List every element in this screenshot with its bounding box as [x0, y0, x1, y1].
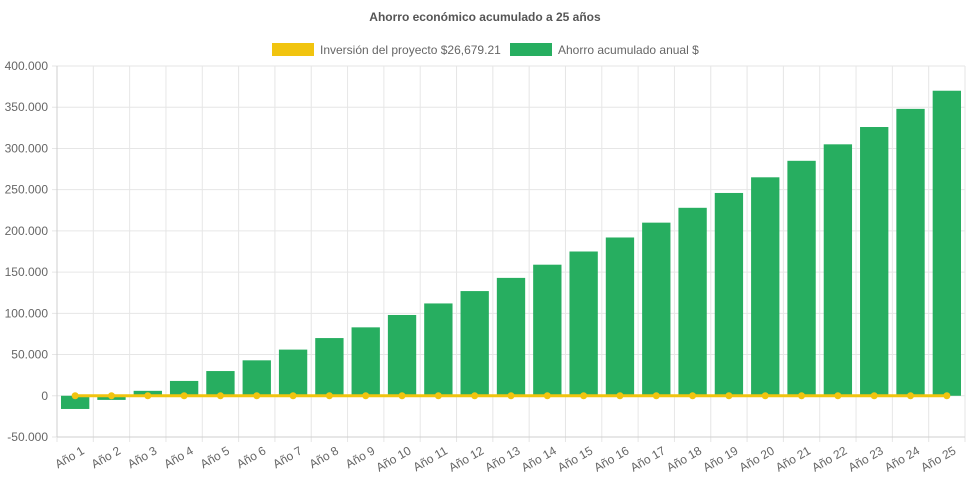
y-axis-ticks: 400.000 350.000 300.000 250.000 200.000 150.0… [5, 59, 49, 444]
x-tick-label: Año 25 [918, 443, 958, 474]
bar-savings[interactable] [605, 237, 635, 396]
bar-savings[interactable] [642, 222, 671, 396]
point-investment[interactable] [543, 392, 551, 400]
point-investment[interactable] [107, 392, 115, 400]
bar-savings[interactable] [787, 160, 816, 396]
bar-savings[interactable] [823, 144, 853, 396]
x-tick-label: Año 3 [125, 443, 159, 471]
x-tick-label: Año 12 [446, 443, 486, 474]
bar-savings[interactable] [678, 207, 707, 396]
x-axis-ticks: Año 1 Año 2 Año 3 Año 4 Año 5 Año 6 Año 7 Año 8… [53, 443, 959, 474]
legend-swatch-investment [272, 43, 314, 56]
x-tick-label: Año 5 [198, 443, 232, 471]
y-tick-label: 300.000 [5, 141, 49, 155]
point-investment[interactable] [71, 392, 79, 400]
point-investment[interactable] [870, 392, 878, 400]
point-investment[interactable] [216, 392, 224, 400]
x-tick-label: Año 10 [374, 443, 414, 474]
point-investment[interactable] [144, 392, 152, 400]
bar-savings[interactable] [424, 303, 453, 396]
x-tick-label: Año 7 [270, 443, 304, 471]
x-tick-label: Año 2 [89, 443, 123, 471]
y-tick-label: -50.000 [7, 430, 48, 444]
bar-savings[interactable] [315, 338, 344, 396]
legend-swatch-savings [510, 43, 552, 56]
legend-item-savings[interactable]: Ahorro acumulado anual $ [510, 43, 699, 57]
point-investment[interactable] [943, 392, 951, 400]
x-tick-label: Año 21 [773, 443, 813, 474]
x-tick-label: Año 15 [555, 443, 595, 474]
bar-savings[interactable] [569, 251, 598, 396]
x-tick-label: Año 4 [161, 443, 195, 471]
point-investment[interactable] [398, 392, 406, 400]
chart-title: Ahorro económico acumulado a 25 años [369, 10, 601, 24]
legend-item-investment[interactable]: Inversión del proyecto $26,679.21 [272, 43, 501, 57]
point-investment[interactable] [834, 392, 842, 400]
y-tick-label: 0 [41, 389, 48, 403]
x-tick-label: Año 14 [519, 443, 559, 474]
bar-savings[interactable] [169, 380, 199, 396]
bar-savings[interactable] [60, 395, 90, 409]
bar-savings[interactable] [751, 177, 780, 396]
point-investment[interactable] [798, 392, 806, 400]
bar-layer [60, 90, 962, 409]
legend: Inversión del proyecto $26,679.21 Ahorro… [272, 43, 699, 57]
x-tick-label: Año 1 [53, 443, 87, 471]
line-layer [71, 392, 951, 400]
point-investment[interactable] [253, 392, 261, 400]
bar-savings[interactable] [496, 277, 526, 396]
y-tick-label: 350.000 [5, 100, 49, 114]
point-investment[interactable] [616, 392, 624, 400]
y-tick-label: 50.000 [11, 348, 48, 362]
x-tick-label: Año 17 [628, 443, 668, 474]
point-investment[interactable] [725, 392, 733, 400]
x-tick-label: Año 22 [809, 443, 849, 474]
x-tick-label: Año 6 [234, 443, 268, 471]
point-investment[interactable] [362, 392, 370, 400]
y-tick-label: 100.000 [5, 306, 49, 320]
x-tick-label: Año 9 [343, 443, 377, 471]
x-tick-label: Año 13 [483, 443, 523, 474]
y-tick-label: 150.000 [5, 265, 49, 279]
bar-savings[interactable] [932, 90, 962, 396]
x-tick-label: Año 8 [307, 443, 341, 471]
legend-label-investment: Inversión del proyecto $26,679.21 [320, 43, 501, 57]
y-tick-label: 250.000 [5, 183, 49, 197]
x-tick-label: Año 20 [737, 443, 777, 474]
legend-label-savings: Ahorro acumulado anual $ [558, 43, 699, 57]
bar-savings[interactable] [206, 371, 235, 396]
bar-savings[interactable] [387, 314, 417, 396]
x-tick-label: Año 18 [664, 443, 704, 474]
bar-savings[interactable] [533, 264, 562, 396]
point-investment[interactable] [580, 392, 588, 400]
point-investment[interactable] [180, 392, 188, 400]
point-investment[interactable] [907, 392, 915, 400]
x-tick-label: Año 24 [882, 443, 922, 474]
y-tick-label: 200.000 [5, 224, 49, 238]
bar-savings[interactable] [460, 291, 489, 396]
point-investment[interactable] [689, 392, 697, 400]
point-investment[interactable] [652, 392, 660, 400]
x-tick-label: Año 23 [846, 443, 886, 474]
x-tick-label: Año 11 [411, 443, 450, 474]
x-tick-label: Año 16 [592, 443, 632, 474]
point-investment[interactable] [761, 392, 769, 400]
bar-savings[interactable] [714, 192, 744, 396]
point-investment[interactable] [325, 392, 333, 400]
bar-savings[interactable] [278, 349, 308, 396]
grid-layer [52, 65, 966, 442]
point-investment[interactable] [289, 392, 297, 400]
y-tick-label: 400.000 [5, 59, 49, 73]
point-investment[interactable] [471, 392, 479, 400]
point-investment[interactable] [507, 392, 515, 400]
bar-savings[interactable] [896, 108, 925, 396]
bar-savings[interactable] [351, 327, 380, 396]
point-investment[interactable] [434, 392, 442, 400]
bar-savings[interactable] [860, 127, 889, 396]
x-tick-label: Año 19 [700, 443, 740, 474]
bar-savings[interactable] [242, 360, 271, 396]
